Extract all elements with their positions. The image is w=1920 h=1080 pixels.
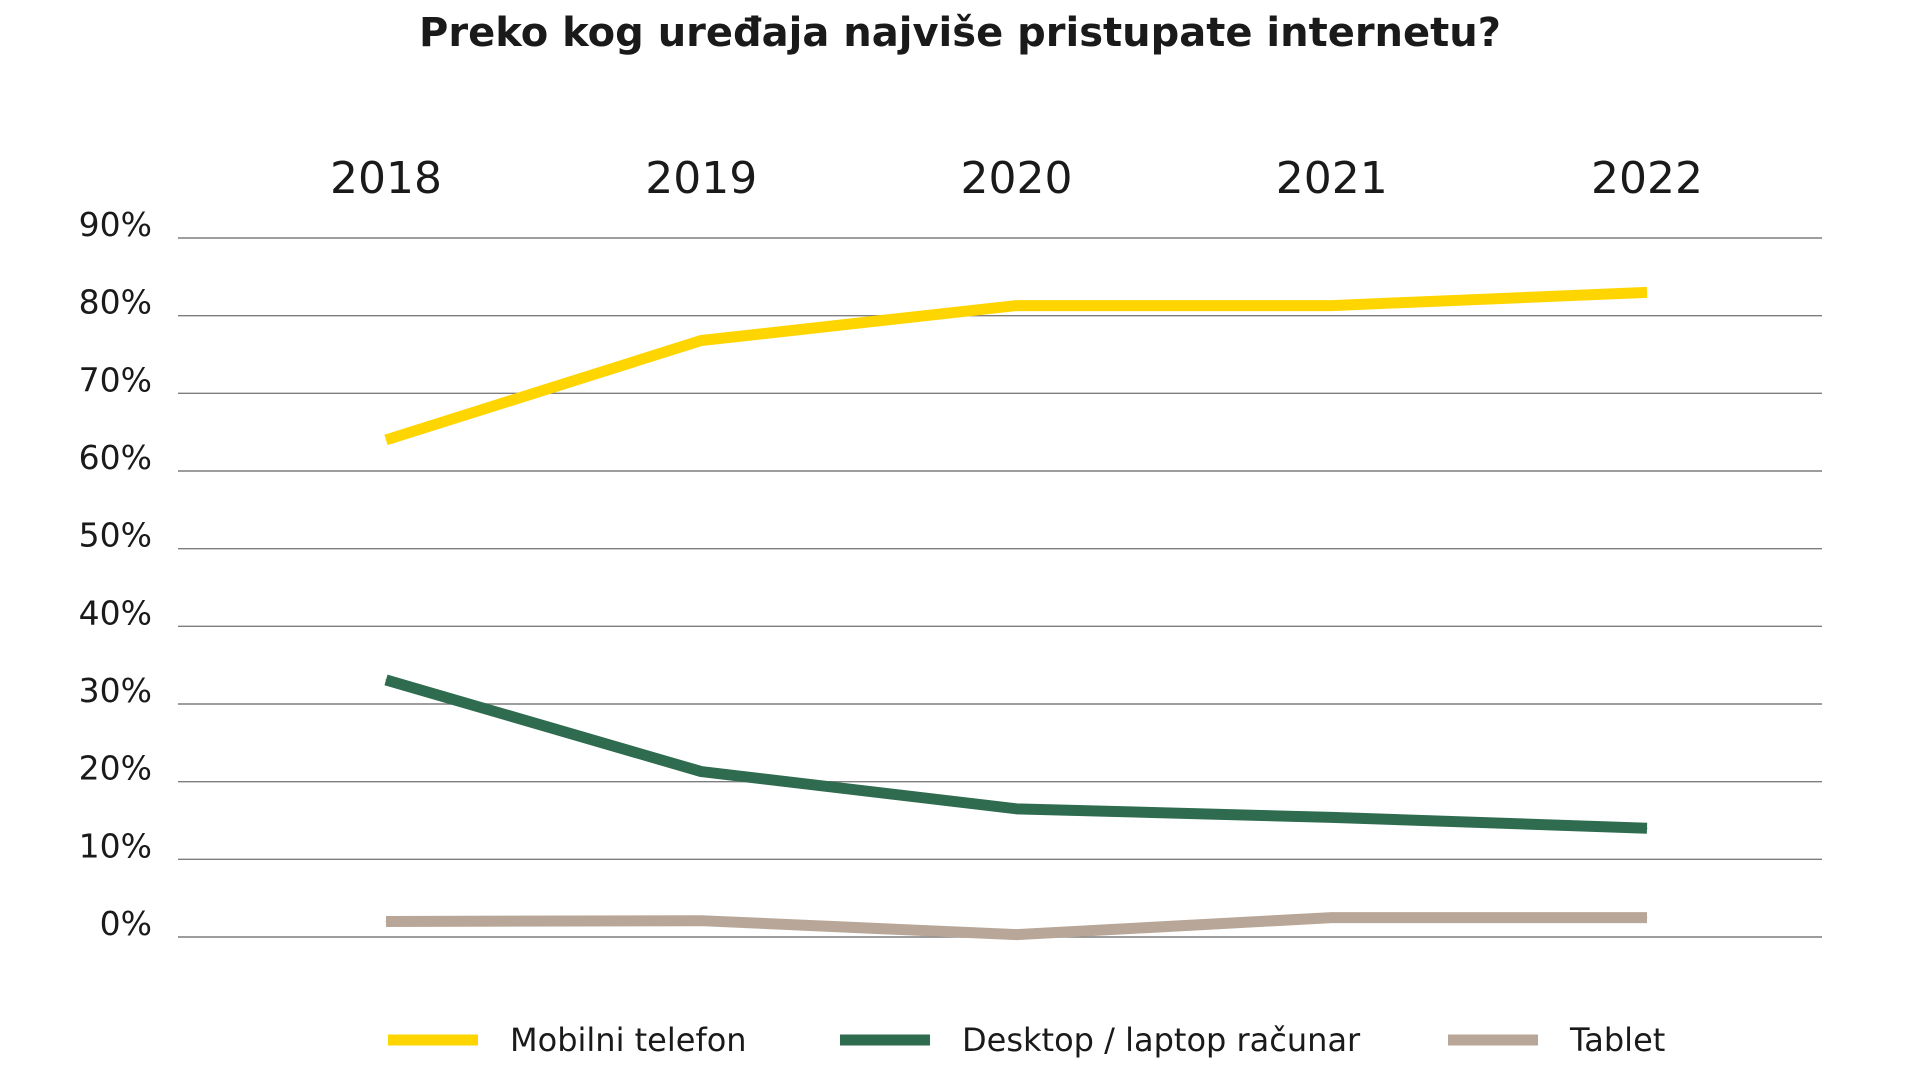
y-tick-label: 40% (79, 593, 152, 632)
data-point (385, 920, 387, 922)
y-axis-tick-labels: 0% 10% 20% 30% 40% 50% 60% 70% 80% 90% (79, 205, 152, 943)
legend: Mobilni telefon Desktop / laptop računar T… (388, 1021, 1665, 1059)
y-tick-label: 10% (79, 826, 152, 865)
data-point (700, 340, 702, 342)
series-line-1 (384, 674, 1648, 834)
x-tick-label: 2018 (330, 153, 442, 204)
data-point (1016, 808, 1017, 810)
legend-label-0: Mobilni telefon (510, 1021, 747, 1059)
data-point (1331, 917, 1333, 919)
legend-label-1: Desktop / laptop računar (962, 1021, 1361, 1059)
x-tick-label: 2019 (645, 153, 757, 204)
series-line-2 (385, 912, 1647, 941)
y-tick-label: 20% (79, 749, 152, 788)
chart-title: Preko kog uređaja najviše pristupate int… (419, 10, 1501, 56)
y-tick-label: 70% (79, 360, 152, 399)
x-tick-label: 2020 (961, 153, 1073, 204)
data-point (1016, 934, 1017, 936)
data-point (1331, 305, 1333, 307)
data-point (1646, 827, 1648, 829)
series-line-0 (384, 286, 1648, 446)
y-tick-label: 0% (100, 904, 152, 943)
x-axis-tick-labels: 2018 2019 2020 2021 2022 (330, 153, 1703, 204)
data-point (385, 679, 387, 681)
y-tick-label: 90% (79, 205, 152, 244)
x-tick-label: 2021 (1276, 153, 1388, 204)
data-point (385, 439, 387, 441)
data-point (1646, 291, 1648, 293)
legend-label-2: Tablet (1569, 1021, 1665, 1059)
data-point (1016, 305, 1017, 307)
data-point (700, 920, 702, 922)
x-tick-label: 2022 (1591, 153, 1703, 204)
data-point (1646, 917, 1648, 919)
gridlines (178, 237, 1822, 938)
data-point (1331, 816, 1333, 818)
data-point (700, 771, 702, 773)
y-tick-label: 50% (79, 516, 152, 555)
series-lines (384, 286, 1648, 941)
y-tick-label: 80% (79, 283, 152, 322)
y-tick-label: 30% (79, 671, 152, 710)
y-tick-label: 60% (79, 438, 152, 477)
